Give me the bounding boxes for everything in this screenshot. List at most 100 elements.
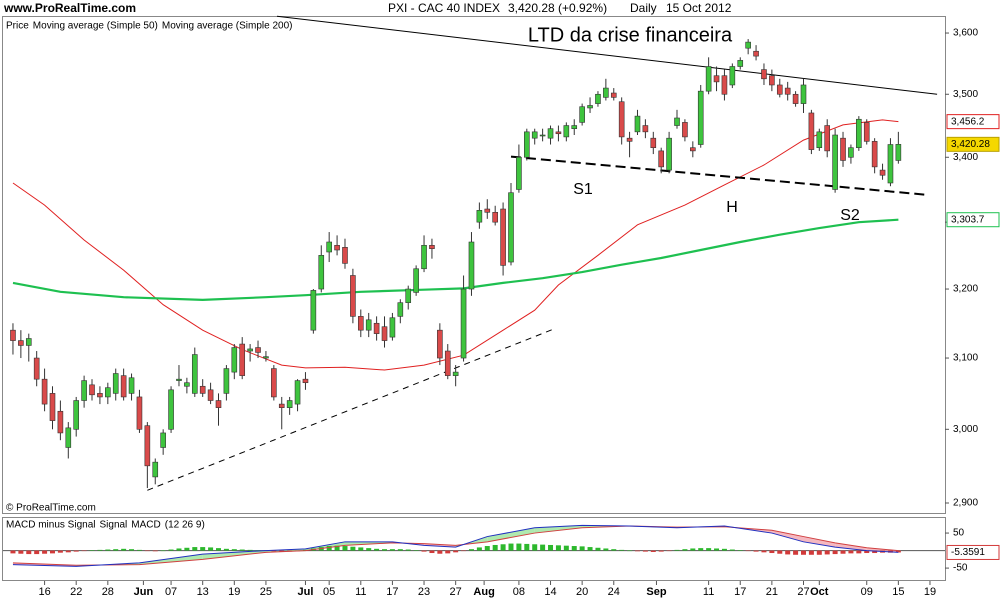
candle-body	[492, 211, 498, 223]
candle-body	[318, 255, 325, 290]
candle-body	[255, 347, 261, 353]
y-tick-label: 3,000	[953, 424, 978, 435]
annotation: S2	[840, 207, 860, 224]
candle-body	[57, 410, 64, 434]
histogram-bar	[745, 550, 751, 552]
period: Daily	[630, 1, 657, 15]
candle-body	[674, 117, 680, 126]
candle-body	[863, 122, 870, 142]
y-tick-label: -50	[953, 563, 968, 574]
candle-body	[539, 134, 546, 137]
histogram-bar	[706, 548, 712, 551]
macd-line	[12, 524, 899, 567]
histogram-bar	[429, 550, 435, 554]
histogram-bar	[737, 550, 743, 551]
candle-body	[97, 393, 103, 398]
date: 15 Oct 2012	[666, 1, 732, 15]
histogram-bar	[334, 545, 340, 551]
candle-body	[856, 118, 862, 149]
candle-body	[326, 241, 332, 253]
histogram-bar	[42, 550, 48, 554]
candle-body	[776, 84, 783, 95]
annotation: S1	[573, 181, 593, 198]
candle-body	[618, 101, 625, 138]
candle-body	[816, 131, 823, 149]
value-label: 3,456.2	[951, 116, 985, 127]
histogram-bar	[690, 548, 696, 551]
x-tick-label: 17	[734, 586, 746, 598]
histogram-bar	[769, 550, 775, 554]
candle-body	[49, 393, 56, 421]
candle-body	[357, 316, 364, 331]
histogram-bar	[532, 544, 538, 551]
histogram-bar	[540, 544, 546, 551]
x-tick-label: 13	[197, 586, 209, 598]
histogram-bar	[437, 550, 443, 554]
candle-body	[610, 92, 617, 98]
histogram-bar	[548, 544, 554, 551]
histogram-bar	[516, 543, 522, 551]
value-label: -5.3591	[951, 547, 985, 558]
trendline	[276, 15, 938, 95]
macd-fill	[835, 542, 867, 551]
candle-body	[421, 245, 427, 270]
candle-body	[697, 90, 704, 145]
x-tick-label: Jun	[134, 586, 154, 598]
candle-body	[381, 326, 388, 341]
candle-body	[18, 340, 24, 346]
candle-body	[531, 131, 538, 139]
candle-body	[168, 389, 174, 430]
candle-body	[73, 400, 80, 430]
histogram-bar	[223, 548, 229, 551]
candle-body	[429, 245, 435, 249]
candle-body	[263, 356, 269, 359]
macd-panel	[2, 517, 946, 581]
histogram-bar	[374, 548, 380, 551]
histogram-bar	[761, 550, 767, 553]
y-tick-label: 2,900	[953, 498, 978, 509]
value-box	[946, 114, 1000, 130]
histogram-bar	[864, 550, 870, 554]
histogram-bar	[698, 548, 704, 551]
histogram-bar	[121, 548, 127, 551]
candle-body	[824, 125, 831, 152]
legend-entry: MACD	[131, 520, 160, 531]
candle-body	[65, 427, 72, 448]
candle-body	[271, 368, 277, 398]
candle-body	[405, 288, 412, 303]
histogram-bar	[366, 548, 372, 551]
histogram-bar	[461, 550, 467, 552]
histogram-bar	[326, 546, 332, 551]
annotation: LTD da crise financeira	[528, 24, 733, 46]
x-tick-label: 15	[892, 586, 904, 598]
y-tick-label: 3,500	[953, 89, 978, 100]
histogram-bar	[89, 550, 95, 551]
histogram-bar	[57, 550, 63, 553]
candle-body	[682, 122, 688, 138]
candle-body	[848, 147, 854, 158]
histogram-bar	[445, 550, 451, 554]
histogram-bar	[49, 550, 55, 554]
y-tick-label: 50	[953, 528, 965, 539]
histogram-bar	[97, 549, 103, 551]
histogram-bar	[666, 550, 672, 552]
histogram-bar	[872, 550, 878, 554]
histogram-bar	[832, 550, 838, 555]
histogram-bar	[73, 550, 79, 552]
candle-body	[286, 400, 293, 408]
moving-average	[12, 218, 899, 302]
candle-body	[152, 461, 159, 478]
candle-body	[895, 144, 902, 161]
histogram-bar	[682, 549, 688, 551]
histogram-bar	[231, 549, 237, 551]
histogram-bar	[492, 544, 498, 551]
histogram-bar	[555, 545, 561, 551]
histogram-bar	[571, 546, 577, 551]
x-tick-label: Jul	[298, 586, 314, 598]
histogram-bar	[714, 548, 720, 551]
trendline	[147, 327, 557, 491]
candle-body	[342, 247, 348, 264]
candle-body	[555, 131, 562, 135]
histogram-bar	[136, 549, 142, 551]
candle-body	[176, 378, 182, 381]
